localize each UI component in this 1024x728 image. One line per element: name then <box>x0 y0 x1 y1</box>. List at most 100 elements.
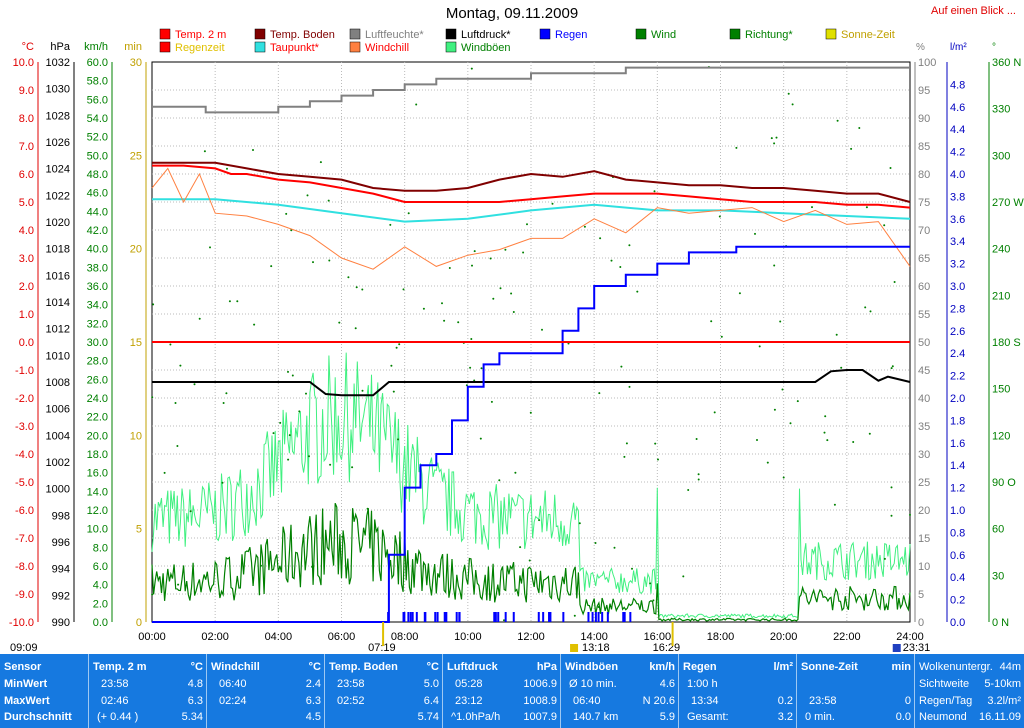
legend-label: Temp. Boden <box>270 29 335 41</box>
temp-max-value: 6.3 <box>187 695 203 707</box>
axis-tick-pct: 95 <box>918 85 930 97</box>
sonne-column: Sonne-Zeit min 23:58 0 0 min. 0.0 <box>796 654 915 728</box>
axis-tick-pct: 20 <box>918 505 930 517</box>
x-tick-label: 16:00 <box>644 631 672 643</box>
axis-tick-hpa: 1020 <box>46 217 70 229</box>
direction-point <box>890 486 893 489</box>
direction-point <box>697 478 700 481</box>
series-taupunkt- <box>152 198 911 223</box>
overview-link[interactable]: Auf einen Blick ... <box>931 5 1016 17</box>
boden-max-value: 6.4 <box>423 695 439 707</box>
axis-tick-deg: 210 <box>992 290 1010 302</box>
direction-point <box>770 137 773 140</box>
axis-tick-rain: 0.6 <box>950 550 965 562</box>
legend-swatch <box>445 28 457 40</box>
axis-tick-deg: 30 <box>992 570 1004 582</box>
direction-point <box>893 281 896 283</box>
axis-tick-pct: 80 <box>918 169 930 181</box>
direction-point <box>620 365 623 368</box>
direction-point <box>836 119 839 122</box>
min-label: MinWert <box>4 678 48 690</box>
direction-point <box>189 510 192 513</box>
legend-label: Windböen <box>461 42 511 54</box>
axis-tick-deg: 150 <box>992 384 1010 396</box>
direction-point <box>389 223 392 226</box>
axis-tick-kmh: 32.0 <box>87 318 108 330</box>
direction-point <box>361 288 364 291</box>
direction-point <box>657 458 659 461</box>
axis-tick-hpa: 1026 <box>46 137 70 149</box>
regen-column: Regen l/m² 1:00 h 13:34 0.2 Gesamt: 3.2 <box>678 654 797 728</box>
direction-point <box>773 142 776 145</box>
direction-point <box>573 614 576 617</box>
axis-tick-rain: 2.6 <box>950 326 965 338</box>
direction-point <box>503 619 505 622</box>
temp-min-value: 4.8 <box>187 678 203 690</box>
axis-tick-kmh: 42.0 <box>87 225 108 237</box>
axis-tick-temp: -2.0 <box>15 393 34 405</box>
direction-point <box>775 136 778 139</box>
direction-point <box>551 202 554 205</box>
direction-point <box>541 328 543 331</box>
axis-tick-kmh: 24.0 <box>87 393 108 405</box>
axis-tick-hpa: 990 <box>52 617 70 629</box>
direction-point <box>823 431 826 434</box>
direction-point <box>652 599 655 602</box>
series-windchill <box>151 167 911 270</box>
x-tick-label: 00:00 <box>138 631 166 643</box>
temp-unit: °C <box>190 661 203 673</box>
axis-tick-hpa: 1032 <box>46 57 70 69</box>
axis-tick-deg: 270 W <box>992 197 1024 209</box>
boden-unit: °C <box>426 661 439 673</box>
windchill-min-value: 2.4 <box>305 678 321 690</box>
regen-r3-label: Gesamt: <box>687 711 729 723</box>
direction-point <box>869 310 872 313</box>
regen-r3-value: 3.2 <box>777 711 793 723</box>
direction-point <box>528 559 531 562</box>
direction-point <box>756 439 758 441</box>
direction-point <box>890 367 893 370</box>
direction-point <box>338 321 341 324</box>
luftdruck-unit: hPa <box>536 661 557 673</box>
axis-tick-pct: 25 <box>918 477 930 489</box>
axis-tick-pct: 70 <box>918 225 930 237</box>
misc-r2-label: Regen/Tag <box>919 695 973 707</box>
direction-point <box>852 441 855 443</box>
direction-point <box>179 364 182 367</box>
max-label: MaxWert <box>4 695 50 707</box>
direction-point <box>457 321 460 324</box>
temp-column: Temp. 2 m °C 23:58 4.8 02:46 6.3 (+ 0.44 ) 5… <box>88 654 207 728</box>
direction-point <box>225 392 228 395</box>
windchill-max-value: 6.3 <box>305 695 321 707</box>
axis-tick-rain: 0.2 <box>950 595 965 607</box>
axis-tick-hpa: 1016 <box>46 270 70 282</box>
direction-point <box>279 421 282 424</box>
axis-tick-kmh: 56.0 <box>87 94 108 106</box>
sonne-r2-value: 0 <box>904 695 911 707</box>
direction-point <box>773 408 776 411</box>
sunset-time: 16:29 <box>653 642 681 654</box>
direction-point <box>710 320 713 323</box>
axis-tick-rain: 3.0 <box>950 281 965 293</box>
direction-point <box>695 438 698 440</box>
direction-point <box>687 489 690 491</box>
direction-point <box>285 212 288 215</box>
temp-avg-value: 5.34 <box>181 711 203 723</box>
axis-tick-kmh: 10.0 <box>87 524 108 536</box>
axis-tick-pct: 75 <box>918 197 930 209</box>
axis-tick-hpa: 1002 <box>46 457 70 469</box>
direction-point <box>649 582 652 585</box>
direction-point <box>355 286 358 289</box>
axis-tick-rain: 1.6 <box>950 438 965 450</box>
axis-tick-kmh: 22.0 <box>87 412 108 424</box>
direction-point <box>169 343 172 346</box>
misc-column: Wolkenuntergr. 44m Sichtweite 5-10km Regen… <box>914 654 1024 728</box>
direction-point <box>366 507 369 510</box>
axis-tick-kmh: 40.0 <box>87 244 108 256</box>
direction-point <box>151 396 154 399</box>
axis-tick-kmh: 0.0 <box>93 617 108 629</box>
legend-label: Richtung* <box>745 29 793 41</box>
direction-point <box>272 432 275 435</box>
direction-point <box>598 392 601 395</box>
axis-tick-temp: 0.0 <box>19 337 34 349</box>
